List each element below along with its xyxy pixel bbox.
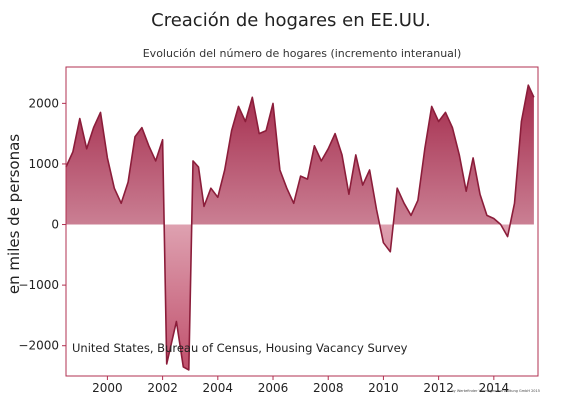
- x-tick-label: 2008: [313, 381, 344, 395]
- y-tick-label: 0: [51, 218, 59, 232]
- x-tick-label: 2000: [92, 381, 123, 395]
- area-fill-negative: [164, 224, 511, 370]
- y-tick-label: −1000: [18, 278, 59, 292]
- series-line: [65, 84, 535, 371]
- x-tick-label: 2006: [258, 381, 289, 395]
- copyright-note: © by Wertefinder Vermögensverwaltung Gmb…: [447, 389, 540, 393]
- source-note: United States, Bureau of Census, Housing…: [72, 341, 408, 355]
- x-tick-label: 2010: [368, 381, 399, 395]
- x-tick-label: 2004: [203, 381, 234, 395]
- x-tick-label: 2002: [147, 381, 178, 395]
- x-tick-label: 2012: [423, 381, 454, 395]
- x-tick-label: 2014: [479, 381, 510, 395]
- area-fill-positive: [66, 85, 534, 225]
- plot-frame: [65, 66, 539, 377]
- y-tick-label: −2000: [18, 339, 59, 353]
- chart-title: Creación de hogares en EE.UU.: [151, 10, 431, 31]
- y-tick-label: 2000: [28, 96, 59, 110]
- y-tick-label: 1000: [28, 157, 59, 171]
- y-axis-title: en miles de personas: [5, 134, 23, 294]
- chart-subtitle: Evolución del número de hogares (increme…: [142, 47, 462, 60]
